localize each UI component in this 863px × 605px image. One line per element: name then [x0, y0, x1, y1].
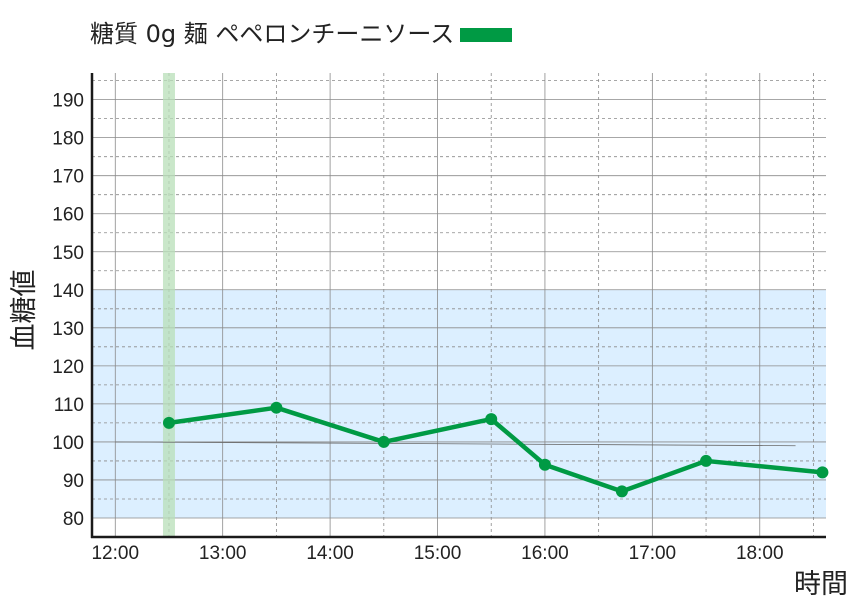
data-point: [485, 413, 498, 426]
data-point: [700, 454, 713, 467]
data-point: [816, 466, 829, 479]
meal-marker-band: [162, 73, 175, 537]
x-axis-title: 時間: [794, 569, 848, 600]
y-tick-label: 150: [52, 243, 84, 264]
data-point: [270, 401, 283, 414]
x-tick-label: 14:00: [306, 543, 354, 564]
x-tick-label: 15:00: [414, 543, 462, 564]
chart-title: 糖質 0g 麺 ペペロンチーニソース: [90, 20, 454, 48]
y-tick-label: 110: [54, 395, 84, 416]
x-tick-label: 18:00: [736, 543, 784, 564]
y-tick-label: 100: [52, 433, 84, 454]
data-point: [162, 416, 175, 429]
y-tick-labels: 80 90 100 110 120 130 140 150 160 170 180 190: [52, 91, 84, 530]
x-tick-label: 13:00: [199, 543, 247, 564]
y-tick-label: 170: [52, 167, 84, 188]
data-point: [538, 458, 551, 471]
y-tick-label: 190: [52, 91, 84, 112]
data-point: [615, 485, 628, 498]
y-tick-label: 80: [63, 509, 84, 530]
y-axis-title: 血糖値: [9, 270, 40, 351]
x-tick-label: 12:00: [91, 543, 139, 564]
y-tick-label: 120: [52, 357, 84, 378]
x-tick-labels: 12:00 13:00 14:00 15:00 16:00 17:00 18:00: [91, 543, 783, 564]
legend-swatch: [460, 28, 512, 42]
y-tick-label: 90: [63, 471, 84, 492]
minor-grid: [92, 73, 826, 537]
y-tick-label: 160: [52, 205, 84, 226]
axes: [90, 73, 826, 539]
data-points: [162, 401, 829, 498]
reference-line: [115, 441, 796, 447]
y-tick-label: 140: [52, 281, 84, 302]
x-tick-label: 16:00: [521, 543, 569, 564]
series-line: [166, 405, 825, 494]
y-tick-label: 130: [52, 319, 84, 340]
x-tick-label: 17:00: [629, 543, 677, 564]
data-point: [377, 435, 390, 448]
y-tick-label: 180: [52, 129, 84, 150]
major-grid: [92, 73, 826, 537]
